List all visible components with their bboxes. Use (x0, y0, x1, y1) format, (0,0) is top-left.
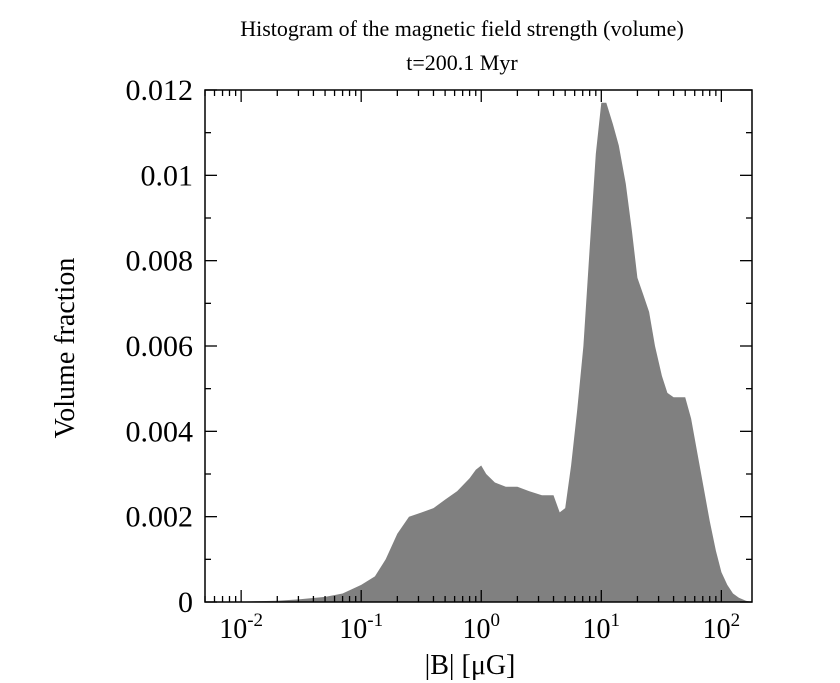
y-tick-label: 0.008 (126, 245, 194, 278)
y-tick-label: 0.012 (126, 74, 194, 107)
y-tick-label: 0.002 (126, 501, 194, 534)
x-axis-label: |B| [μG] (425, 650, 516, 681)
x-tick-label: 102 (703, 610, 741, 645)
y-tick-label: 0 (178, 586, 193, 619)
plot-area (205, 102, 752, 603)
y-tick-label: 0.004 (126, 415, 194, 448)
y-tick-label: 0.006 (126, 330, 194, 363)
chart-title: Histogram of the magnetic field strength… (240, 16, 684, 41)
tick-labels: 0 0.002 0.004 0.006 0.008 0.01 0.012 10-2 10-1 10… (126, 74, 741, 645)
x-tick-label: 100 (462, 610, 500, 645)
chart-subtitle: t=200.1 Myr (406, 50, 518, 75)
x-tick-label: 10-1 (339, 610, 383, 645)
x-tick-label: 101 (583, 610, 621, 645)
histogram-area (205, 102, 752, 603)
axis-ticks (204, 89, 752, 603)
y-tick-label: 0.01 (141, 159, 194, 192)
y-axis-label: Volume fraction (50, 258, 81, 439)
x-tick-label: 10-2 (219, 610, 263, 645)
plot-frame (204, 89, 753, 603)
